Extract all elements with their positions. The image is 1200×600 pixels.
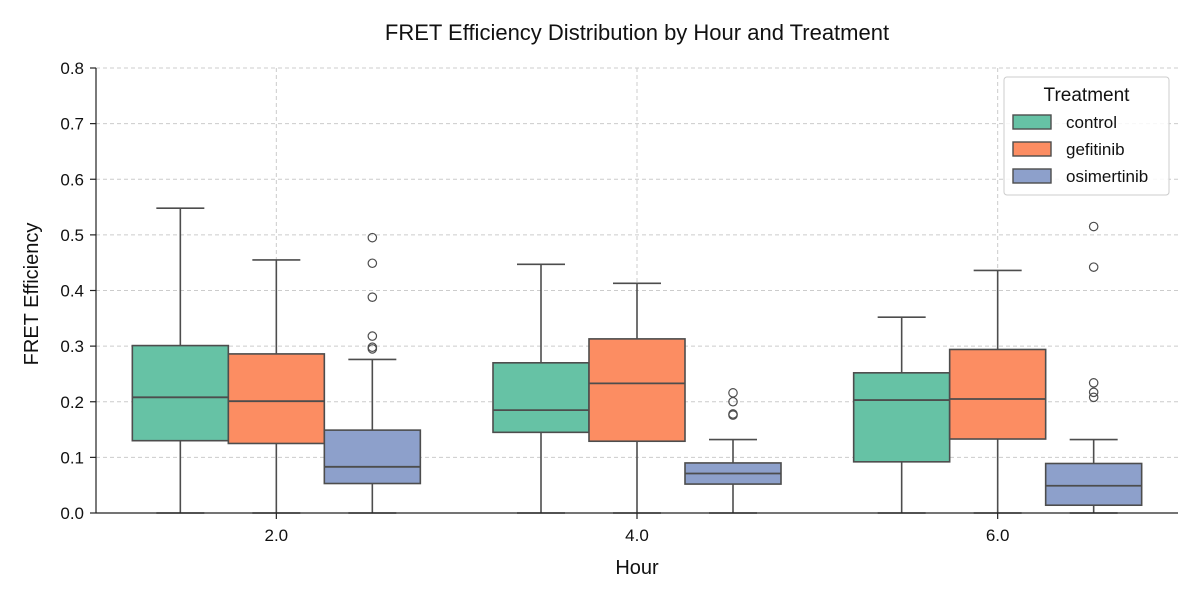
box-osimertinib-6.0 <box>1044 221 1143 514</box>
box-control-6.0 <box>852 316 951 514</box>
box-iqr <box>852 372 951 463</box>
legend-title: Treatment <box>1044 85 1131 106</box>
box-osimertinib-4.0 <box>684 388 782 514</box>
legend-swatch-control <box>1012 114 1052 130</box>
outlier-point <box>367 331 378 341</box>
y-tick-label: 0.3 <box>60 337 84 356</box>
y-tick-label: 0.7 <box>60 115 84 134</box>
axes: 0.0 0.1 0.2 0.3 0.4 0.5 0.6 0.7 0.8 2.0 4.0 6.0 <box>60 59 1178 545</box>
y-tick-label: 0.0 <box>60 504 84 523</box>
legend-label-osimertinib: osimertinib <box>1066 167 1148 186</box>
y-tick-label: 0.5 <box>60 226 84 245</box>
outlier-point <box>367 342 378 353</box>
x-tick-label: 2.0 <box>265 526 289 545</box>
y-tick-label: 0.4 <box>60 282 84 301</box>
legend-swatch-osimertinib <box>1012 168 1052 184</box>
box-control-2.0 <box>131 207 230 514</box>
x-tick-label: 6.0 <box>986 526 1010 545</box>
x-axis-label: Hour <box>615 557 659 579</box>
legend-swatch-gefitinib <box>1012 141 1052 157</box>
outlier-point <box>367 258 378 269</box>
box-iqr <box>492 362 590 434</box>
y-tick-label: 0.2 <box>60 393 84 412</box>
box-series <box>131 207 1143 514</box>
box-control-4.0 <box>492 263 590 514</box>
y-tick-label: 0.8 <box>60 59 84 78</box>
box-iqr <box>1044 462 1143 507</box>
outlier-point <box>728 409 738 419</box>
legend: Treatment control gefitinib osimertinib <box>1003 76 1170 196</box>
legend-label-control: control <box>1066 113 1117 132</box>
outlier-point <box>1088 378 1099 388</box>
legend-frame <box>1003 76 1170 196</box>
outlier-point <box>1088 221 1099 232</box>
box-iqr <box>131 344 230 442</box>
outlier-point <box>1088 262 1099 272</box>
outlier-point <box>367 292 378 302</box>
y-tick-label: 0.6 <box>60 170 84 189</box>
box-gefitinib-4.0 <box>588 282 686 514</box>
box-iqr <box>588 338 686 443</box>
box-iqr <box>227 353 326 445</box>
outlier-point <box>1088 387 1099 398</box>
outlier-point <box>1088 392 1099 403</box>
outlier-point <box>728 388 738 398</box>
y-tick-label: 0.1 <box>60 448 84 467</box>
chart-title: FRET Efficiency Distribution by Hour and… <box>385 20 889 45</box>
outlier-point <box>367 232 378 243</box>
legend-label-gefitinib: gefitinib <box>1066 140 1125 159</box>
box-gefitinib-2.0 <box>227 259 326 514</box>
x-tick-label: 4.0 <box>625 526 649 545</box>
y-axis-label: FRET Efficiency <box>21 223 43 366</box>
box-gefitinib-6.0 <box>948 269 1047 514</box>
box-iqr <box>948 348 1047 440</box>
box-osimertinib-2.0 <box>323 232 422 514</box>
box-iqr <box>323 429 422 485</box>
